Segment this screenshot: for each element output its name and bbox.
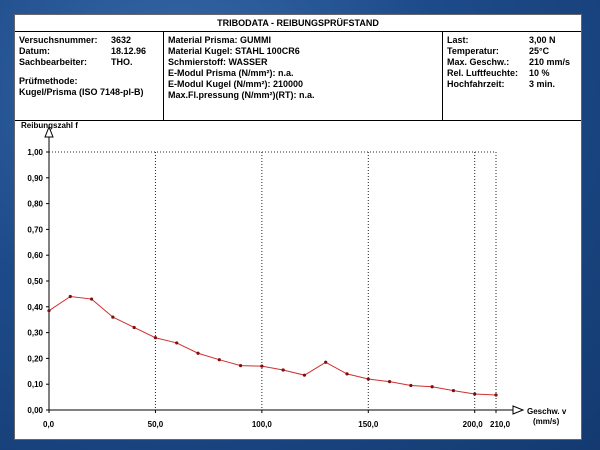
- data-series: [47, 294, 498, 397]
- conditions-panel: Last: 3,00 N Temperatur: 25°C Max. Gesch…: [443, 31, 583, 121]
- info-label: Versuchsnummer:: [19, 35, 98, 45]
- condition-label: Max. Geschw.:: [447, 57, 510, 67]
- data-point: [47, 309, 51, 313]
- condition-label: Rel. Luftfeuchte:: [447, 68, 518, 78]
- info-value: 3632: [111, 35, 132, 45]
- report-title: TRIBODATA - REIBUNGSPRÜFSTAND: [15, 15, 581, 32]
- x-tick-label: 50,0: [148, 420, 164, 429]
- engineer-row: Sachbearbeiter: THO.: [19, 57, 163, 68]
- data-point: [473, 392, 477, 396]
- condition-row: Hochfahrzeit: 3 min.: [447, 79, 583, 90]
- y-tick-label: 0,20: [27, 354, 43, 363]
- x-tick-label: 210,0: [490, 420, 511, 429]
- info-divider: [15, 120, 581, 121]
- info-label: Sachbearbeiter:: [19, 57, 88, 67]
- y-tick-label: 1,00: [27, 148, 43, 157]
- data-point: [451, 389, 456, 393]
- y-tick-label: 0,90: [27, 174, 43, 183]
- condition-row: Temperatur: 25°C: [447, 46, 583, 57]
- x-tick-label: 0,0: [43, 420, 55, 429]
- y-tick-label: 0,40: [27, 303, 43, 312]
- data-point: [132, 325, 136, 330]
- condition-label: Last:: [447, 35, 469, 45]
- y-tick-label: 0,00: [27, 406, 43, 415]
- report-sheet: TRIBODATA - REIBUNGSPRÜFSTAND Versuchsnu…: [14, 14, 582, 440]
- x-tick-label: 200,0: [463, 420, 484, 429]
- material-line: Material Prisma: GUMMI: [168, 35, 272, 45]
- data-point: [238, 364, 243, 368]
- grid-lines: [49, 151, 497, 410]
- data-point: [111, 315, 115, 319]
- method-label: Prüfmethode:: [19, 76, 78, 86]
- data-point: [153, 336, 158, 340]
- condition-value: 210 mm/s: [529, 57, 571, 67]
- y-axis-label: Reibungszahl f: [21, 121, 78, 130]
- test-number-row: Versuchsnummer: 3632: [19, 35, 163, 46]
- data-point: [175, 341, 179, 345]
- data-point: [387, 380, 392, 384]
- x-axis-unit-label: (mm/s): [533, 417, 560, 426]
- material-line: E-Modul Kugel (N/mm²): 210000: [168, 79, 304, 89]
- data-point: [494, 393, 498, 397]
- data-point: [89, 297, 94, 301]
- info-label: Datum:: [19, 46, 50, 56]
- data-point: [260, 364, 264, 368]
- data-point: [345, 372, 349, 376]
- y-tick-label: 0,60: [27, 251, 43, 260]
- data-point: [409, 383, 413, 388]
- y-axis-arrow: [44, 125, 54, 138]
- data-point: [281, 368, 285, 372]
- materials-panel: Material Prisma: GUMMI Material Kugel: S…: [164, 31, 443, 121]
- material-line: Max.Fl.pressung (N/mm²)(RT): n.a.: [168, 90, 315, 100]
- info-value: THO.: [111, 57, 133, 67]
- y-tick-label: 0,80: [27, 200, 43, 209]
- x-tick-label: 100,0: [252, 420, 273, 429]
- condition-row: Last: 3,00 N: [447, 35, 583, 46]
- friction-chart: Reibungszahl f Geschw. v (mm/s) 0,00 0,10…: [21, 121, 567, 429]
- condition-label: Hochfahrzeit:: [447, 79, 505, 89]
- x-axis-label: Geschw. v: [527, 407, 567, 416]
- data-point: [302, 373, 307, 377]
- test-info-panel: Versuchsnummer: 3632 Datum: 18.12.96 Sac…: [15, 31, 164, 121]
- data-point: [68, 294, 72, 299]
- info-value: 18.12.96: [111, 46, 147, 56]
- y-tick-label: 0,70: [27, 225, 43, 234]
- y-tick-label: 0,30: [27, 329, 43, 338]
- condition-label: Temperatur:: [447, 46, 499, 56]
- condition-value: 3 min.: [529, 79, 556, 89]
- data-point: [196, 351, 200, 355]
- x-axis-arrow: [512, 405, 525, 415]
- x-tick-label: 150,0: [358, 420, 379, 429]
- condition-row: Rel. Luftfeuchte: 10 %: [447, 68, 583, 79]
- condition-value: 25°C: [529, 46, 550, 56]
- condition-value: 10 %: [529, 68, 550, 78]
- data-point: [366, 377, 370, 381]
- axes: [44, 125, 525, 415]
- data-point: [217, 358, 221, 362]
- material-line: Material Kugel: STAHL 100CR6: [168, 46, 300, 56]
- data-point: [324, 360, 328, 364]
- method-value: Kugel/Prisma (ISO 7148-pl-B): [19, 87, 144, 97]
- material-line: E-Modul Prisma (N/mm²): n.a.: [168, 68, 294, 78]
- y-tick-label: 0,50: [27, 277, 43, 286]
- data-point: [430, 385, 434, 389]
- material-line: Schmierstoff: WASSER: [168, 57, 268, 67]
- tick-labels: 0,00 0,10 0,20 0,30 0,40 0,50 0,60 0,70 0,80 0,90…: [27, 148, 510, 429]
- condition-value: 3,00 N: [529, 35, 556, 45]
- series-line: [48, 295, 497, 396]
- y-tick-label: 0,10: [27, 380, 43, 389]
- condition-row: Max. Geschw.: 210 mm/s: [447, 57, 583, 68]
- date-row: Datum: 18.12.96: [19, 46, 163, 57]
